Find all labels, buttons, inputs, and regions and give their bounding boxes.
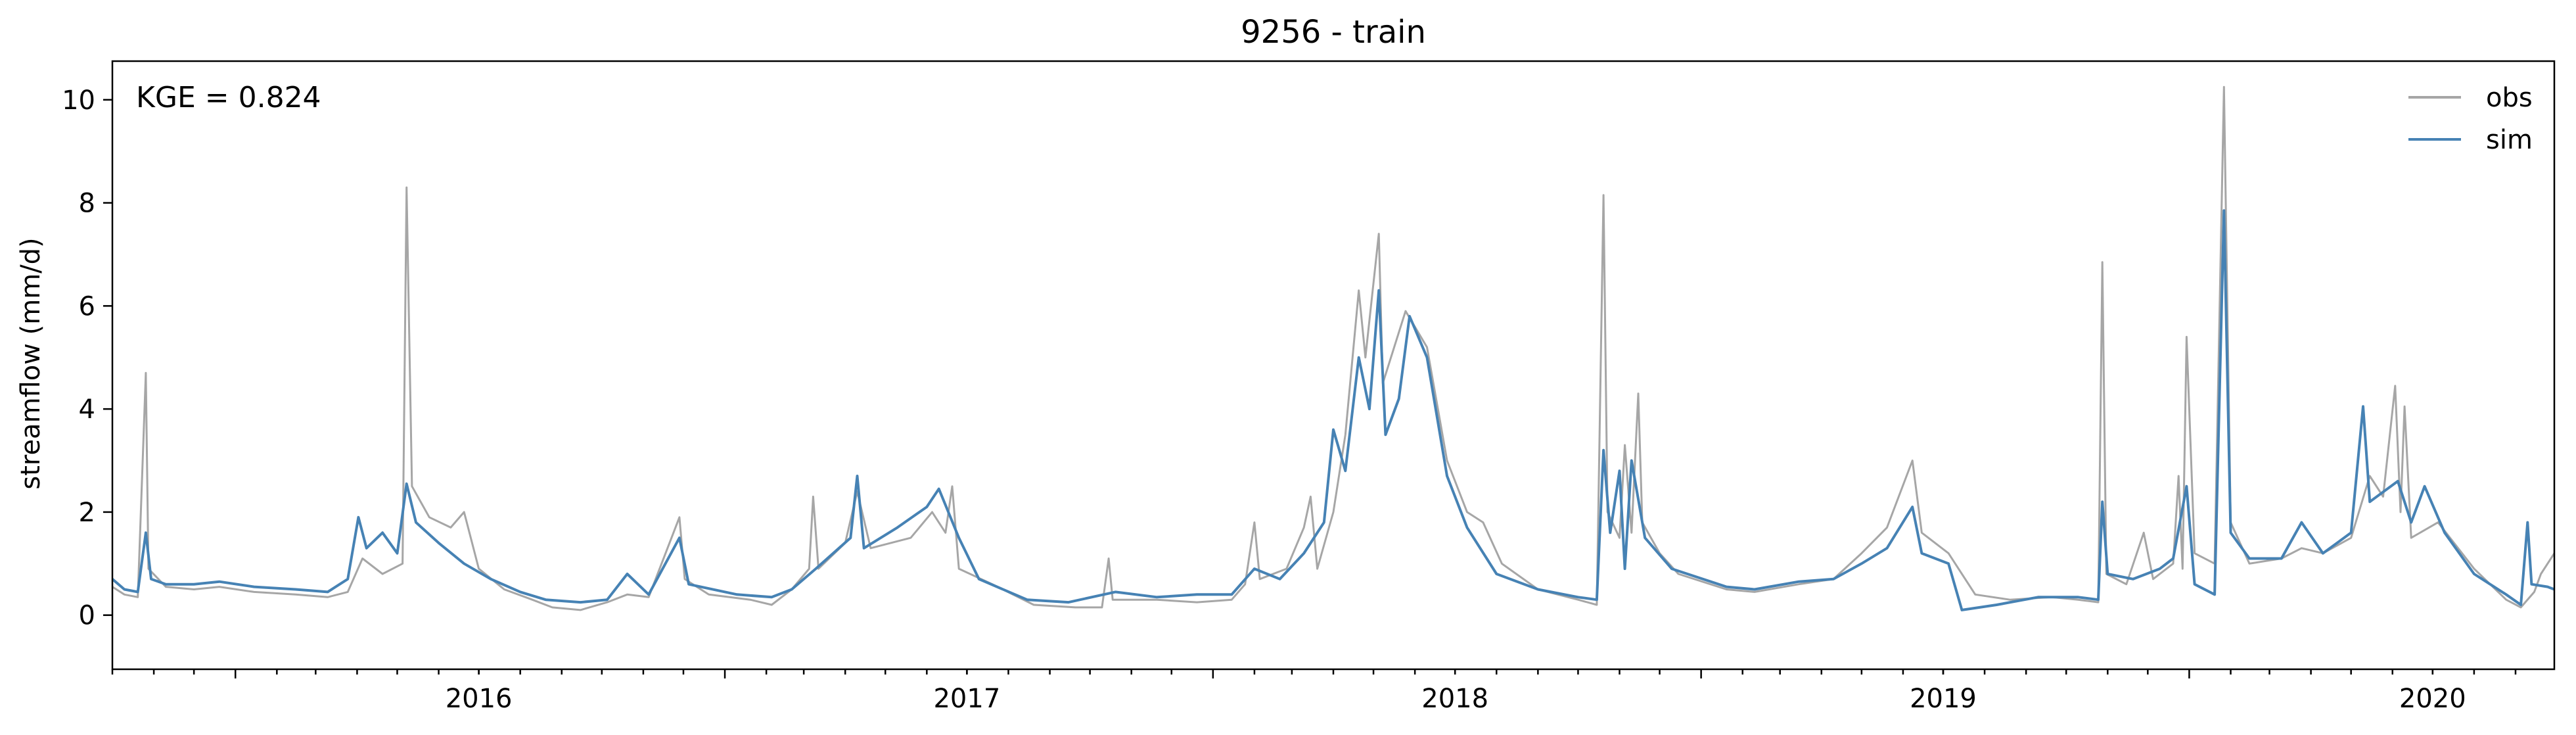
series-line-obs [112,85,2556,611]
legend: obs sim [2408,83,2533,155]
legend-label-sim: sim [2486,125,2533,155]
x-axis-ticks: 2016 2017 2018 2019 2020 [111,669,2517,714]
y-axis-ticks: 0 2 4 6 8 10 [62,85,112,631]
y-tick-label: 8 [79,189,95,219]
series-line-sim [111,209,2555,611]
kge-annotation: KGE = 0.824 [136,81,321,114]
legend-label-obs: obs [2486,83,2533,113]
x-tick-label: 2016 [446,684,513,714]
plot-frame [111,60,2556,671]
chart-title: 9256 - train [1241,14,1426,51]
series-layer [111,85,2556,611]
y-tick-label: 6 [79,291,95,321]
x-tick-label: 2018 [1421,684,1488,714]
y-tick-label: 4 [79,394,95,425]
y-tick-label: 2 [79,498,95,528]
x-tick-label: 2017 [933,684,1000,714]
x-tick-label: 2020 [2399,684,2466,714]
y-tick-label: 10 [62,85,95,116]
x-tick-label: 2019 [1910,684,1977,714]
y-axis-label: streamflow (mm/d) [16,237,46,489]
y-tick-label: 0 [79,601,95,631]
